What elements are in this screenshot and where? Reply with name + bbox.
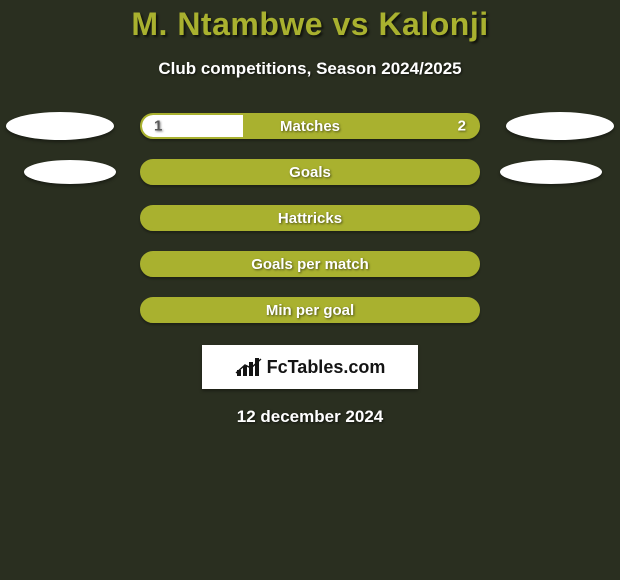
stat-bar: Hattricks xyxy=(140,205,480,231)
stat-bar: Min per goal xyxy=(140,297,480,323)
player-oval-right xyxy=(500,160,602,184)
comparison-row: Goals per match xyxy=(0,251,620,277)
stat-value-right: 2 xyxy=(458,118,466,135)
stat-bar: Goals per match xyxy=(140,251,480,277)
bar-chart-icon xyxy=(235,356,263,378)
stat-label: Hattricks xyxy=(278,210,342,227)
player-oval-left xyxy=(6,112,114,140)
comparison-row: Min per goal xyxy=(0,297,620,323)
stat-label: Min per goal xyxy=(266,302,354,319)
stat-value-left: 1 xyxy=(154,118,162,135)
logo-text: FcTables.com xyxy=(267,357,386,378)
stat-bar: Goals xyxy=(140,159,480,185)
page-title: M. Ntambwe vs Kalonji xyxy=(0,6,620,43)
logo: FcTables.com xyxy=(235,356,386,378)
comparison-row: 1 2 Matches xyxy=(0,113,620,139)
stat-label: Goals xyxy=(289,164,331,181)
comparison-row: Hattricks xyxy=(0,205,620,231)
comparison-rows: 1 2 Matches Goals Hattricks Goals per match Mi… xyxy=(0,113,620,323)
stat-bar: 1 2 Matches xyxy=(140,113,480,139)
comparison-row: Goals xyxy=(0,159,620,185)
stat-label: Matches xyxy=(280,118,340,135)
logo-box: FcTables.com xyxy=(202,345,418,389)
player-oval-left xyxy=(24,160,116,184)
stat-label: Goals per match xyxy=(251,256,369,273)
page-subtitle: Club competitions, Season 2024/2025 xyxy=(0,59,620,79)
player-oval-right xyxy=(506,112,614,140)
page: M. Ntambwe vs Kalonji Club competitions,… xyxy=(0,0,620,427)
footer-date: 12 december 2024 xyxy=(0,407,620,427)
